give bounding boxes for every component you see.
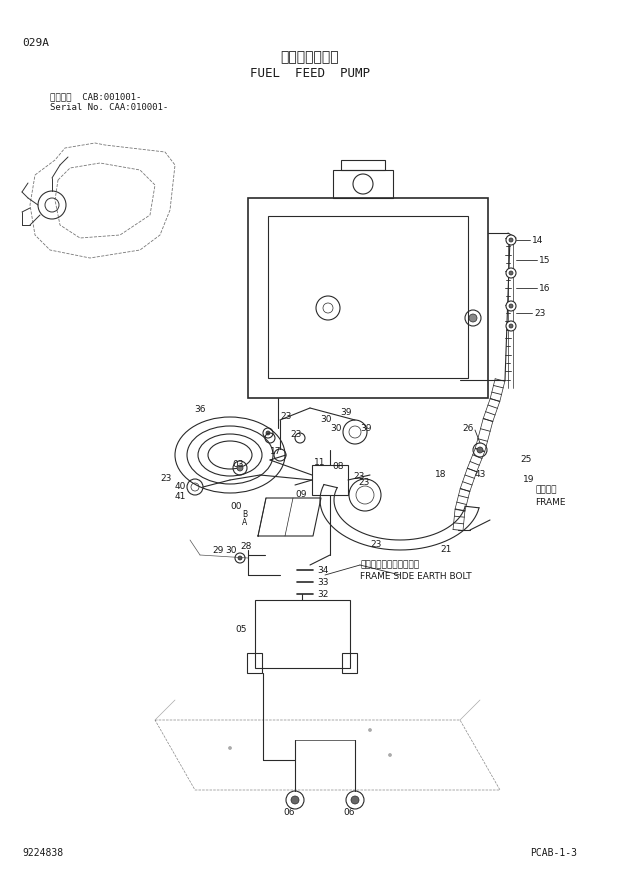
Text: Serial No. CAA:010001-: Serial No. CAA:010001- bbox=[50, 103, 168, 112]
Text: 23: 23 bbox=[534, 309, 546, 318]
Text: 14: 14 bbox=[532, 236, 543, 245]
Text: 30: 30 bbox=[225, 546, 236, 555]
Circle shape bbox=[506, 321, 516, 331]
Text: 28: 28 bbox=[240, 542, 251, 551]
Text: 40: 40 bbox=[175, 482, 187, 491]
Circle shape bbox=[351, 796, 359, 804]
Text: 39: 39 bbox=[360, 424, 371, 433]
Text: 41: 41 bbox=[175, 492, 187, 501]
Circle shape bbox=[506, 301, 516, 311]
Circle shape bbox=[506, 268, 516, 278]
Text: 19: 19 bbox=[523, 475, 534, 484]
Text: 03: 03 bbox=[232, 460, 244, 469]
Text: 08: 08 bbox=[332, 462, 343, 471]
Text: 34: 34 bbox=[317, 566, 329, 575]
Text: 26: 26 bbox=[462, 424, 474, 433]
Circle shape bbox=[237, 465, 243, 471]
Text: B: B bbox=[242, 510, 247, 519]
Circle shape bbox=[509, 238, 513, 242]
Text: 06: 06 bbox=[343, 808, 355, 817]
Text: 30: 30 bbox=[320, 415, 332, 424]
Text: 06: 06 bbox=[283, 808, 294, 817]
Text: 33: 33 bbox=[317, 578, 329, 587]
Text: 17: 17 bbox=[270, 447, 281, 456]
Circle shape bbox=[509, 271, 513, 275]
Text: 25: 25 bbox=[520, 455, 531, 464]
Text: 23: 23 bbox=[160, 474, 171, 483]
Text: 43: 43 bbox=[475, 470, 486, 479]
Text: FRAME: FRAME bbox=[535, 498, 565, 507]
Text: 30: 30 bbox=[330, 424, 342, 433]
Text: 21: 21 bbox=[440, 545, 451, 554]
Bar bbox=[248, 198, 488, 398]
Text: 15: 15 bbox=[539, 256, 551, 265]
Text: PCAB-1-3: PCAB-1-3 bbox=[530, 848, 577, 858]
Circle shape bbox=[469, 314, 477, 322]
Circle shape bbox=[509, 324, 513, 328]
Text: 29: 29 bbox=[212, 546, 223, 555]
Circle shape bbox=[389, 753, 391, 757]
Text: フレーム側アースボルト: フレーム側アースボルト bbox=[360, 560, 419, 569]
Bar bbox=[255, 600, 350, 668]
Text: 36: 36 bbox=[194, 405, 205, 414]
Text: A: A bbox=[242, 518, 247, 527]
Text: FUEL  FEED  PUMP: FUEL FEED PUMP bbox=[250, 67, 370, 80]
Text: 11: 11 bbox=[314, 458, 326, 467]
Text: 23: 23 bbox=[370, 540, 381, 549]
Bar bbox=[342, 653, 357, 673]
Text: 05: 05 bbox=[235, 625, 247, 634]
Text: 09: 09 bbox=[295, 490, 306, 499]
Text: 燃料給油ポンプ: 燃料給油ポンプ bbox=[281, 50, 339, 64]
Text: 適用号機  CAB:001001-: 適用号機 CAB:001001- bbox=[50, 92, 141, 101]
Bar bbox=[341, 160, 385, 170]
Text: FRAME SIDE EARTH BOLT: FRAME SIDE EARTH BOLT bbox=[360, 572, 472, 581]
Text: 029A: 029A bbox=[22, 38, 49, 48]
Circle shape bbox=[477, 447, 483, 453]
Text: 16: 16 bbox=[539, 284, 551, 293]
Text: 00: 00 bbox=[230, 502, 242, 511]
Circle shape bbox=[291, 796, 299, 804]
Text: 23: 23 bbox=[290, 430, 301, 439]
Bar bbox=[333, 170, 393, 198]
Circle shape bbox=[509, 304, 513, 308]
Text: 32: 32 bbox=[317, 590, 329, 599]
Circle shape bbox=[368, 729, 371, 732]
Text: 23: 23 bbox=[280, 412, 291, 421]
Text: 9224838: 9224838 bbox=[22, 848, 63, 858]
Circle shape bbox=[506, 235, 516, 245]
Bar bbox=[268, 216, 468, 378]
Circle shape bbox=[229, 746, 231, 750]
Text: 18: 18 bbox=[435, 470, 446, 479]
Circle shape bbox=[266, 431, 270, 435]
Circle shape bbox=[238, 556, 242, 560]
Bar bbox=[247, 653, 262, 673]
Text: 23: 23 bbox=[358, 478, 370, 487]
Bar bbox=[312, 465, 348, 495]
Text: フレーム: フレーム bbox=[535, 485, 557, 494]
Text: 23: 23 bbox=[353, 472, 365, 481]
Text: 39: 39 bbox=[340, 408, 352, 417]
